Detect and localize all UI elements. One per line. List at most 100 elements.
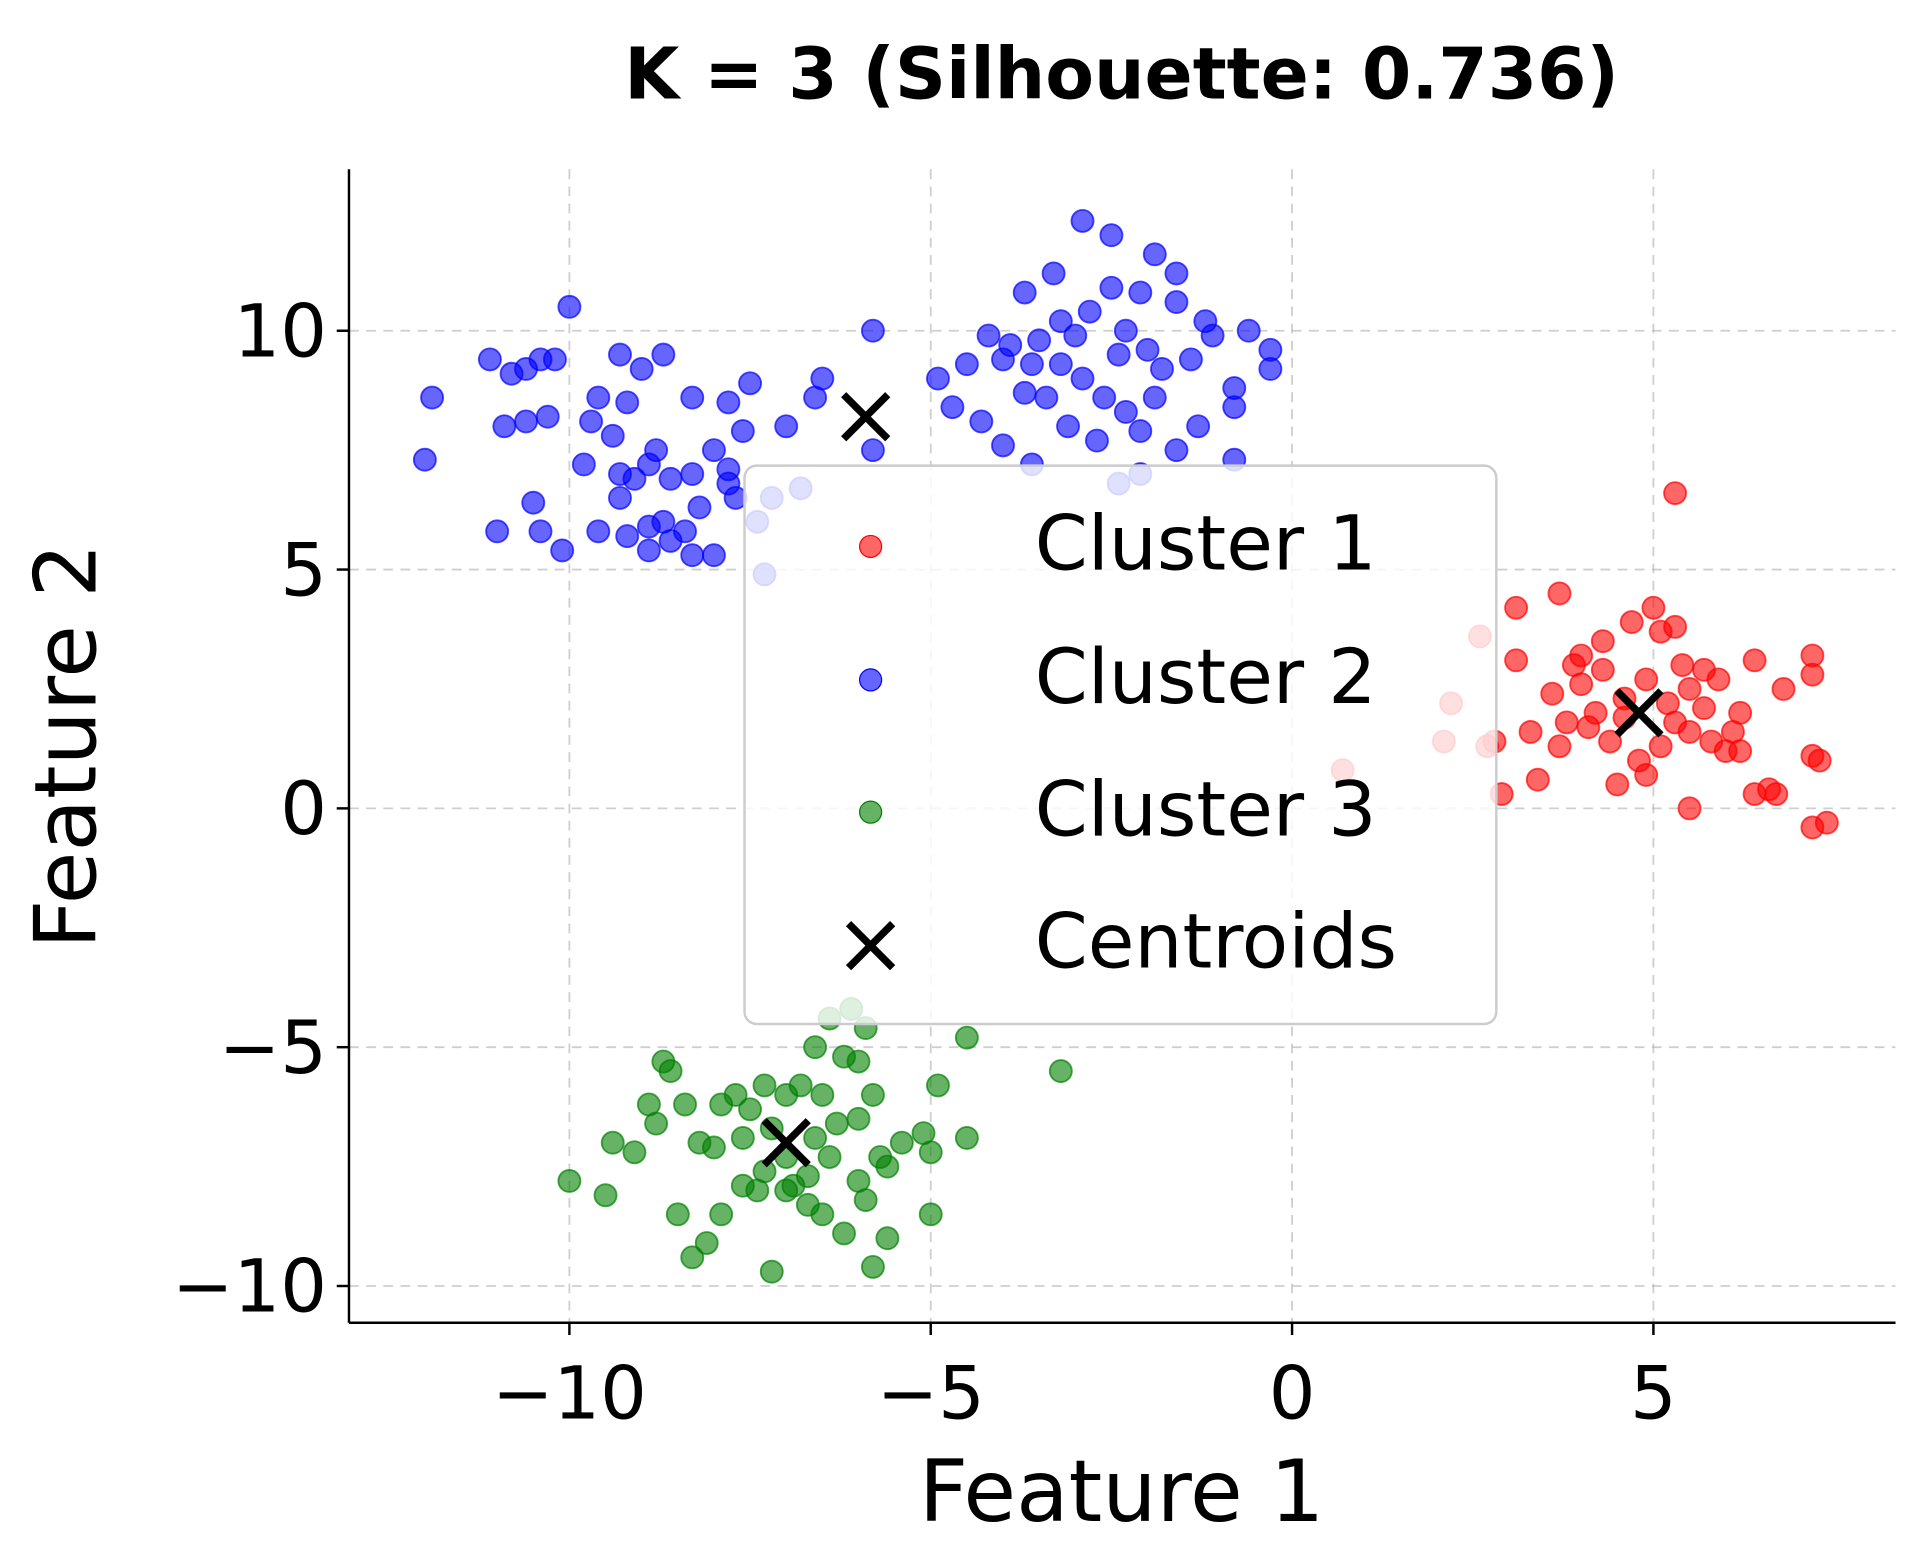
cluster-1-point: [1590, 629, 1615, 654]
cluster-2-point: [586, 519, 611, 544]
cluster-3-point: [853, 1188, 878, 1212]
cluster-2-point: [680, 385, 705, 410]
cluster-2-point: [600, 423, 625, 448]
y-axis-label: Feature 2: [17, 543, 117, 949]
cluster-2-point: [1012, 280, 1037, 305]
cluster-3-point: [860, 1254, 885, 1279]
cluster-2-point: [420, 385, 445, 410]
cluster-2-point: [991, 347, 1015, 372]
cluster-2-point: [1019, 352, 1044, 377]
cluster-2-point: [651, 342, 676, 367]
cluster-2-point: [636, 538, 661, 563]
cluster-1-point: [1540, 681, 1565, 706]
cluster-2-point: [579, 409, 604, 434]
legend-marker-cluster-1: [858, 534, 883, 559]
cluster-2-point: [1113, 318, 1138, 343]
y-tick-label: 10: [233, 289, 326, 374]
cluster-1-point: [1648, 734, 1673, 759]
cluster-2-point: [680, 462, 705, 486]
cluster-3-point: [926, 1073, 950, 1098]
cluster-2-point: [1012, 380, 1037, 405]
cluster-2-point: [1128, 419, 1153, 443]
cluster-3-point: [810, 1083, 835, 1107]
y-tick-label: −10: [172, 1245, 327, 1330]
cluster-2-point: [557, 294, 582, 319]
cluster-3-point: [788, 1073, 813, 1098]
cluster-2-point: [1164, 438, 1189, 463]
cluster-1-point: [1518, 720, 1543, 744]
cluster-1-point: [1641, 595, 1666, 620]
cluster-3-point: [803, 1125, 828, 1150]
cluster-2-point: [810, 366, 835, 391]
cluster-2-point: [1099, 223, 1124, 248]
cluster-2-point: [1041, 261, 1066, 286]
cluster-2-point: [571, 452, 596, 477]
legend-label-cluster-2: Cluster 2: [1035, 633, 1377, 721]
cluster-2-point: [550, 538, 575, 563]
cluster-3-point: [803, 1035, 828, 1060]
cluster-3-point: [694, 1231, 719, 1255]
cluster-2-point: [1106, 342, 1131, 367]
cluster-3-point: [665, 1202, 690, 1227]
cluster-3-point: [889, 1130, 914, 1155]
cluster-3-point: [622, 1140, 647, 1165]
cluster-3-point: [875, 1226, 900, 1251]
x-axis-label: Feature 1: [919, 1442, 1325, 1542]
cluster-2-point: [485, 519, 510, 544]
cluster-2-point: [615, 524, 640, 549]
cluster-1-point: [1706, 667, 1731, 692]
cluster-2-point: [615, 390, 640, 415]
cluster-3-point: [738, 1097, 763, 1122]
legend-label-cluster-1: Cluster 1: [1035, 500, 1377, 588]
cluster-2-point: [1070, 208, 1095, 233]
cluster-1-point: [1504, 595, 1529, 620]
cluster-1-point: [1800, 662, 1825, 687]
cluster-1-point: [1764, 782, 1789, 806]
cluster-3-point: [557, 1168, 582, 1193]
cluster-1-point: [1598, 729, 1622, 754]
cluster-2-point: [1077, 299, 1102, 324]
cluster-2-point: [1164, 290, 1189, 315]
cluster-1-point: [1605, 772, 1630, 797]
cluster-2-point: [687, 495, 712, 520]
cluster-2-point: [1222, 395, 1247, 420]
x-tick-label: 0: [1269, 1351, 1316, 1436]
cluster-2-point: [1048, 309, 1073, 334]
cluster-3-point: [593, 1183, 618, 1208]
cluster-2-point: [1056, 414, 1080, 439]
cluster-2-point: [586, 385, 611, 410]
cluster-2-point: [1178, 347, 1203, 372]
cluster-2-point: [1027, 328, 1052, 353]
cluster-3-point: [774, 1178, 799, 1203]
cluster-2-point: [954, 352, 979, 377]
cluster-2-point: [412, 447, 437, 472]
cluster-1-point: [1692, 696, 1716, 721]
cluster-2-point: [716, 471, 741, 496]
cluster-2-point: [1142, 385, 1167, 410]
x-tick-label: 5: [1630, 1351, 1677, 1436]
cluster-2-point: [969, 409, 994, 434]
legend-marker-cluster-2: [858, 668, 883, 692]
cluster-2-point: [1048, 352, 1073, 377]
cluster-3-point: [745, 1178, 770, 1203]
cluster-3-point: [644, 1111, 669, 1136]
cluster-3-point: [730, 1125, 755, 1150]
cluster-1-point: [1699, 729, 1724, 754]
cluster-2-point: [680, 543, 705, 568]
cluster-1-point: [1554, 710, 1579, 735]
y-tick-label: −5: [219, 1006, 327, 1091]
legend-label-centroids: Centroids: [1035, 898, 1397, 986]
cluster-2-point: [608, 462, 632, 486]
cluster-2-point: [608, 342, 632, 367]
cluster-1-point: [1742, 648, 1767, 673]
cluster-2-point: [976, 323, 1001, 348]
cluster-2-point: [658, 466, 683, 491]
cluster-2-point: [940, 395, 965, 420]
cluster-2-point: [701, 438, 726, 463]
cluster-1-point: [1525, 767, 1550, 792]
cluster-3-point: [759, 1259, 784, 1284]
cluster-2-point: [1200, 323, 1225, 348]
cluster-2-point: [1099, 275, 1124, 300]
cluster-1-point: [1677, 720, 1702, 744]
cluster-3-point: [860, 1083, 885, 1107]
